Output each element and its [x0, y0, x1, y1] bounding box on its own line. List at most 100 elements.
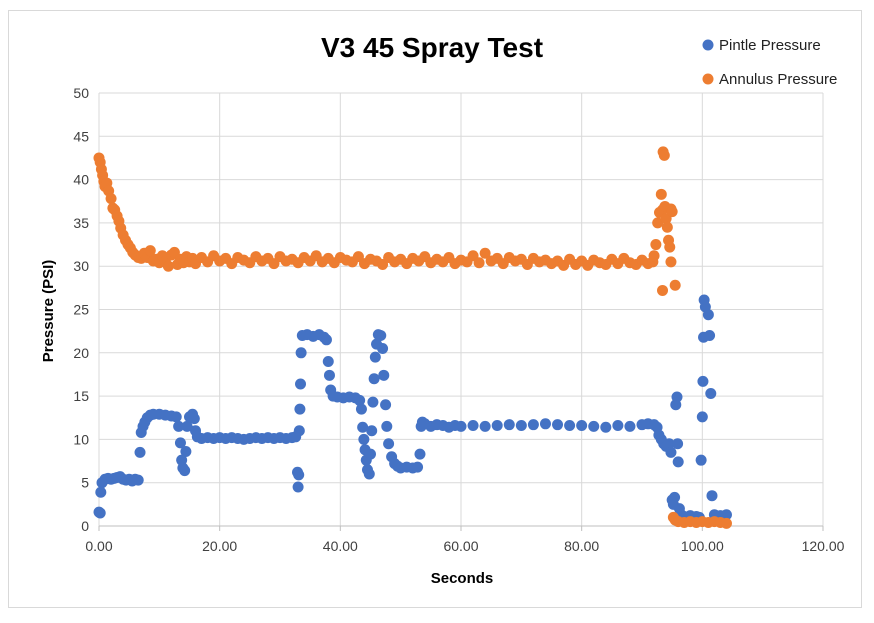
pintle-pressure-point: [576, 420, 588, 432]
pintle-pressure-point: [663, 438, 675, 450]
pintle-pressure-point: [323, 369, 335, 381]
pintle-pressure-point: [293, 469, 305, 481]
pintle-pressure-point: [672, 456, 684, 468]
annulus-pressure-point: [664, 241, 676, 253]
pintle-pressure-point: [179, 465, 191, 477]
pintle-pressure-point: [322, 355, 334, 367]
y-tick-label: 10: [73, 431, 89, 447]
legend-label-annulus: Annulus Pressure: [719, 71, 837, 88]
pintle-pressure-point: [552, 419, 564, 431]
pintle-pressure-point: [515, 420, 527, 432]
pintle-pressure-point: [588, 420, 600, 432]
x-tick-label: 40.00: [323, 538, 358, 554]
annulus-pressure-point: [144, 245, 156, 257]
annulus-pressure-point: [479, 247, 491, 259]
y-tick-label: 35: [73, 215, 89, 231]
pintle-pressure-point: [564, 420, 576, 432]
pintle-pressure-point: [705, 388, 717, 400]
pintle-pressure-point: [414, 448, 426, 460]
pintle-pressure-point: [357, 421, 369, 433]
pintle-pressure-point: [295, 378, 307, 390]
pintle-pressure-point: [365, 448, 376, 460]
pintle-pressure-point: [491, 420, 503, 432]
chart-area: 0 5 10 15 20 25 30 35 40 45 50 0.00 20.00 40.00 60.00 8…: [8, 10, 862, 608]
x-tick-label: 60.00: [443, 538, 478, 554]
pintle-pressure-point: [366, 425, 378, 437]
pintle-pressure-point: [180, 446, 192, 458]
y-tick-label: 5: [81, 475, 89, 491]
pintle-pressure-point: [704, 329, 716, 341]
pintle-pressure-point: [695, 454, 707, 466]
pintle-pressure-point: [479, 420, 491, 432]
chart-canvas: 0 5 10 15 20 25 30 35 40 45 50 0.00 20.00 40.00 60.00 8…: [40, 32, 845, 587]
pintle-pressure-point: [293, 425, 305, 437]
pintle-pressure-point: [134, 446, 146, 458]
annulus-pressure-point: [473, 257, 485, 269]
y-tick-label: 25: [73, 302, 89, 318]
pintle-pressure-point: [378, 369, 390, 381]
annulus-pressure-point: [720, 517, 732, 529]
annulus-pressure-point: [650, 239, 662, 251]
y-tick-label: 40: [73, 172, 89, 188]
annulus-pressure-point: [657, 284, 669, 296]
x-tick-label: 20.00: [202, 538, 237, 554]
annulus-pressure-point: [652, 217, 664, 229]
pintle-pressure-point: [132, 474, 144, 486]
legend-marker-annulus: [702, 73, 714, 85]
axes: 0 5 10 15 20 25 30 35 40 45 50 0.00 20.00 40.00 60.00 8…: [73, 85, 844, 554]
annulus-pressure-series: [93, 146, 732, 529]
x-tick-label: 0.00: [85, 538, 112, 554]
pintle-pressure-point: [377, 342, 389, 354]
pintle-pressure-point: [358, 433, 370, 445]
annulus-pressure-point: [669, 279, 681, 291]
gridlines: [98, 92, 824, 527]
pintle-pressure-point: [612, 420, 624, 432]
pintle-pressure-point: [455, 420, 467, 432]
pintle-pressure-point: [624, 420, 636, 432]
annulus-pressure-point: [105, 193, 117, 205]
pintle-pressure-point: [380, 399, 392, 411]
annulus-pressure-point: [665, 256, 677, 268]
pintle-pressure-point: [94, 507, 106, 519]
pintle-pressure-point: [295, 347, 307, 359]
pintle-pressure-point: [363, 468, 375, 480]
pintle-pressure-point: [527, 419, 539, 431]
pintle-pressure-point: [354, 394, 366, 406]
y-axis-title: Pressure (PSI): [40, 260, 57, 363]
pintle-pressure-point: [697, 375, 709, 387]
pintle-pressure-point: [669, 491, 681, 503]
pintle-pressure-point: [95, 486, 107, 498]
y-tick-label: 45: [73, 128, 89, 144]
pintle-pressure-point: [294, 403, 306, 415]
pintle-pressure-point: [539, 418, 551, 430]
x-tick-label: 100.00: [681, 538, 724, 554]
y-tick-label: 0: [81, 518, 89, 534]
pintle-pressure-point: [381, 420, 393, 432]
pintle-pressure-point: [173, 420, 185, 432]
y-tick-label: 15: [73, 388, 89, 404]
annulus-pressure-point: [648, 250, 660, 262]
pintle-pressure-point: [292, 481, 304, 493]
pintle-pressure-series: [93, 294, 732, 523]
y-tick-label: 30: [73, 258, 89, 274]
pintle-pressure-point: [355, 403, 367, 415]
pintle-pressure-point: [367, 396, 379, 408]
annulus-pressure-point: [658, 149, 670, 161]
pintle-pressure-point: [696, 411, 708, 423]
x-axis-title: Seconds: [431, 570, 494, 587]
annulus-pressure-point: [666, 206, 678, 218]
pintle-pressure-point: [170, 411, 182, 423]
pintle-pressure-point: [720, 509, 732, 521]
pintle-pressure-point: [467, 420, 479, 432]
pintle-pressure-point: [665, 446, 677, 458]
pintle-pressure-point: [706, 490, 718, 502]
pintle-pressure-point: [383, 438, 395, 450]
chart-title: V3 45 Spray Test: [321, 32, 543, 63]
pintle-pressure-point: [503, 419, 515, 431]
legend-label-pintle: Pintle Pressure: [719, 37, 821, 54]
y-tick-label: 50: [73, 85, 89, 101]
pintle-pressure-point: [320, 334, 332, 346]
pintle-pressure-point: [181, 420, 193, 432]
pintle-pressure-point: [369, 351, 381, 363]
pintle-pressure-point: [671, 391, 683, 403]
